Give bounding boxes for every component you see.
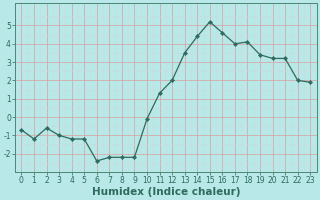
X-axis label: Humidex (Indice chaleur): Humidex (Indice chaleur) xyxy=(92,187,240,197)
